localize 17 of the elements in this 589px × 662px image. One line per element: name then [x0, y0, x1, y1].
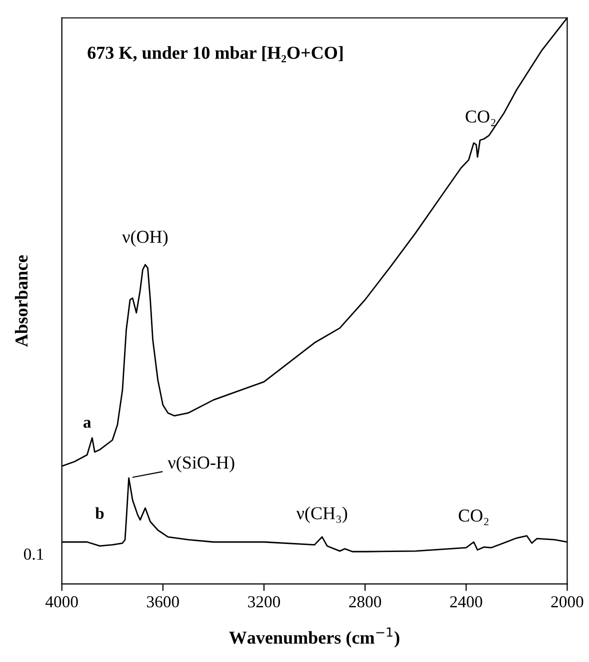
x-tick-label: 2000: [551, 596, 584, 608]
x-tick-label: 4000: [46, 596, 78, 608]
x-tick-label: 3200: [248, 596, 280, 608]
x-tick-label: 2400: [450, 596, 482, 608]
annotation: ν(OH): [122, 230, 168, 247]
x-axis-title: Wavenumbers (cm$^{−1}$): [229, 627, 400, 648]
series-label: b: [95, 507, 104, 519]
text: 673 K, under 10 mbar [H₂O+CO]: [88, 46, 343, 62]
annotation: CO₂: [466, 110, 496, 126]
annotation: ν(CH₃): [296, 506, 348, 524]
text: 0.1: [24, 548, 44, 560]
x-tick-label: 3600: [147, 596, 179, 608]
annotation: CO₂: [458, 510, 488, 526]
annotation: ν(SiO-H): [168, 456, 234, 472]
x-tick-label: 2800: [349, 596, 382, 608]
y-axis-title: Absorbance: [14, 255, 28, 347]
series-label: a: [83, 420, 92, 428]
